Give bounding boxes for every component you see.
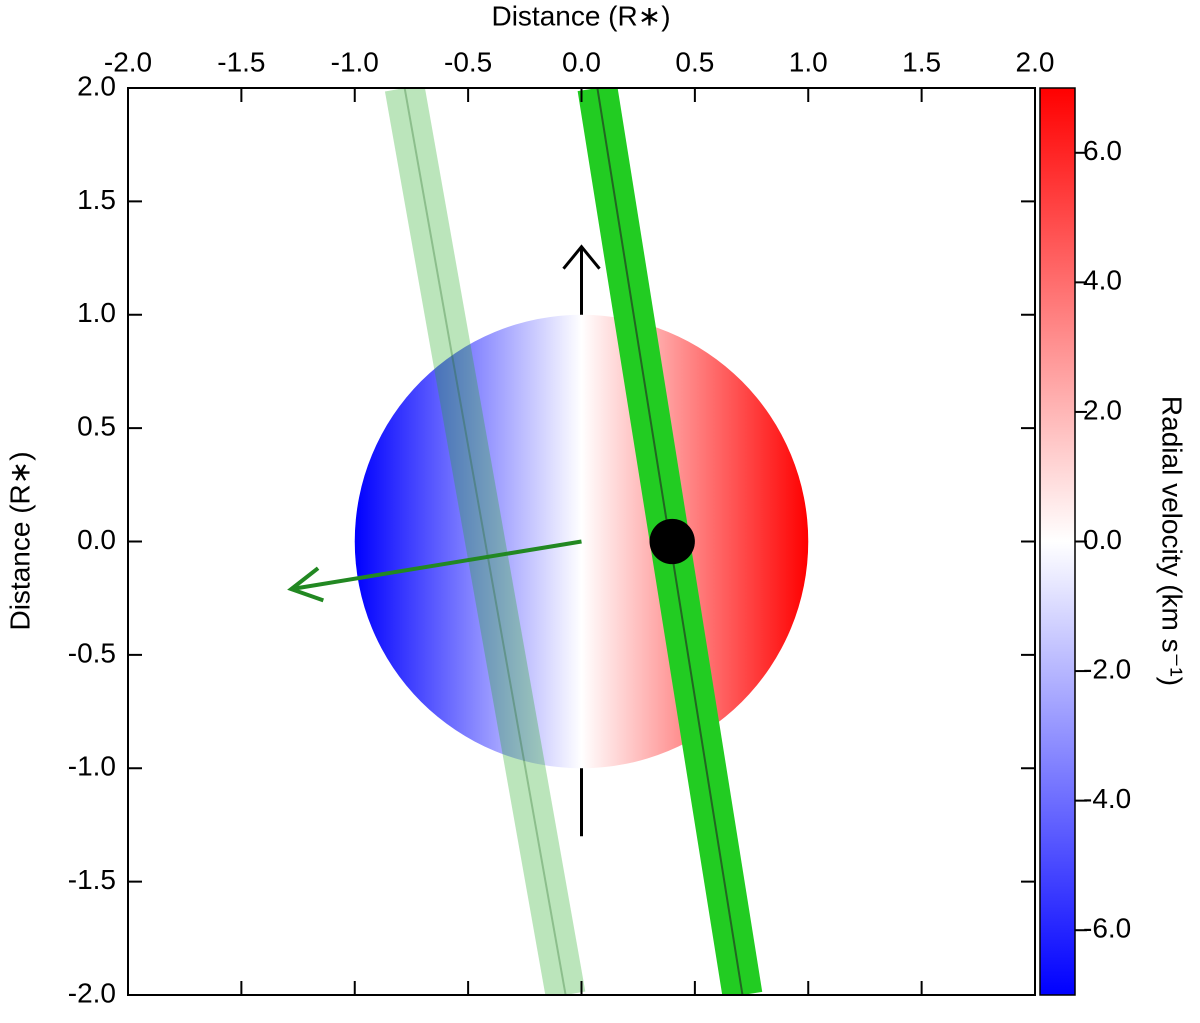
- x-tick-label: 1.5: [902, 46, 941, 77]
- x-tick-label: -1.5: [217, 46, 265, 77]
- colorbar-tick-label: 4.0: [1083, 265, 1122, 296]
- colorbar-tick-label: -2.0: [1083, 653, 1131, 684]
- y-axis-label: Distance (R∗): [4, 451, 35, 630]
- x-tick-label: 0.5: [675, 46, 714, 77]
- y-tick-label: 2.0: [77, 70, 116, 101]
- orbit-arrowhead: [287, 566, 325, 603]
- y-tick-label: -0.5: [68, 637, 116, 668]
- y-tick-label: -2.0: [68, 977, 116, 1008]
- spin-arrowhead: [562, 244, 601, 270]
- y-tick-label: 1.5: [77, 184, 116, 215]
- x-tick-label: -0.5: [444, 46, 492, 77]
- x-tick-label: 0.0: [562, 46, 601, 77]
- colorbar-tick-label: 0.0: [1083, 524, 1122, 555]
- orbit-normal-arrow: [290, 539, 582, 592]
- plot-area: [287, 88, 809, 995]
- transit-chord-center: [403, 88, 567, 995]
- x-tick-label: -2.0: [104, 46, 152, 77]
- y-tick-label: -1.5: [68, 864, 116, 895]
- y-tick-label: -1.0: [68, 751, 116, 782]
- y-tick-label: 0.5: [77, 411, 116, 442]
- y-tick-label: 1.0: [77, 297, 116, 328]
- x-tick-label: 1.0: [789, 46, 828, 77]
- colorbar-tick-label: -4.0: [1083, 783, 1131, 814]
- planet: [649, 518, 695, 565]
- transit-chord: [384, 88, 586, 995]
- y-tick-label: 0.0: [77, 524, 116, 555]
- colorbar-tick-label: 2.0: [1083, 394, 1122, 425]
- x-tick-label: -1.0: [331, 46, 379, 77]
- colorbar-tick-label: -6.0: [1083, 913, 1131, 944]
- x-tick-label: 2.0: [1016, 46, 1055, 77]
- x-axis-label: Distance (R∗): [491, 0, 670, 31]
- colorbar-label: Radial velocity (km s⁻¹): [1157, 396, 1188, 686]
- colorbar: [1039, 87, 1076, 996]
- colorbar-tick-label: 6.0: [1083, 135, 1122, 166]
